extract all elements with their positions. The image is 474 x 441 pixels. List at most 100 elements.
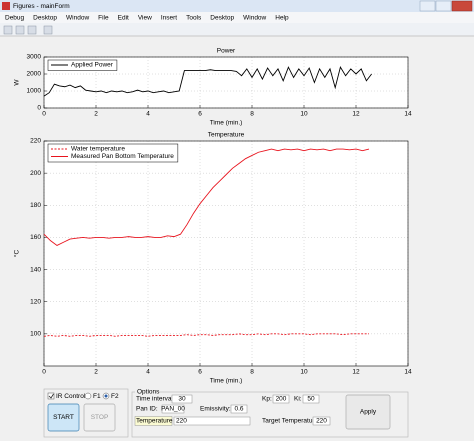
toolbar-icon[interactable] [43, 25, 53, 35]
y-tick-label: 140 [30, 266, 41, 273]
y-tick-label: 200 [30, 170, 41, 177]
field-label: Time interval: [136, 396, 175, 403]
y-tick-label: 1000 [27, 88, 42, 95]
maximize-button[interactable] [435, 0, 452, 12]
radio[interactable] [84, 392, 92, 400]
toolbar [0, 23, 474, 36]
field-input[interactable] [173, 416, 251, 426]
x-tick-label: 12 [352, 369, 360, 376]
minimize-button[interactable] [419, 0, 436, 12]
control-frame [43, 388, 129, 438]
menu-item[interactable]: View [138, 15, 152, 22]
field-value: 220 [176, 418, 187, 425]
start-label: START [53, 414, 74, 421]
x-tick-label: 2 [94, 111, 98, 118]
menu-bar [0, 12, 474, 23]
y-axis-label: °C [13, 250, 21, 258]
close-button[interactable] [451, 0, 473, 12]
legend-box [47, 59, 118, 71]
axes-frame [43, 56, 409, 109]
toolbar-icon[interactable] [27, 25, 37, 35]
toolbar-icon[interactable] [15, 25, 25, 35]
menu-item[interactable]: Window [243, 15, 266, 22]
start-button[interactable] [47, 403, 80, 432]
y-tick-label: 160 [30, 234, 41, 241]
x-tick-label: 6 [198, 369, 202, 376]
x-tick-label: 0 [42, 111, 46, 118]
stop-label: STOP [91, 414, 109, 421]
x-tick-label: 4 [146, 369, 150, 376]
field-input[interactable] [312, 416, 331, 426]
field-value: 220 [316, 418, 327, 425]
apply-button[interactable] [345, 394, 391, 430]
legend-label: Measured Pan Bottom Temperature [71, 153, 174, 160]
field-label: Pan ID: [136, 406, 158, 413]
x-tick-label: 14 [404, 111, 412, 118]
app-icon [2, 2, 10, 10]
checkmark [48, 393, 54, 399]
y-tick-label: 220 [30, 138, 41, 145]
y-axis-label: W [14, 79, 21, 86]
chart-title: Temperature [208, 132, 245, 139]
menu-item[interactable]: Edit [118, 15, 129, 22]
chart-title: Power [217, 48, 236, 55]
ir-label: IR Control [56, 393, 86, 400]
stop-button[interactable] [83, 403, 116, 432]
menu-item[interactable]: Desktop [33, 15, 57, 22]
menu-item[interactable]: Tools [186, 15, 202, 22]
field-input[interactable] [161, 404, 185, 414]
x-tick-label: 14 [404, 369, 412, 376]
field-label: Target Temperature: [262, 418, 320, 425]
field-input[interactable] [230, 404, 248, 414]
field-value: 0.6 [234, 406, 243, 413]
field-input[interactable] [272, 394, 290, 404]
x-axis-label: Time (min.) [210, 120, 243, 127]
field-input[interactable] [171, 394, 193, 404]
y-tick-label: 0 [37, 105, 41, 112]
x-tick-label: 10 [300, 369, 308, 376]
field-input[interactable] [302, 394, 320, 404]
window-title: Figures - mainForm [13, 3, 70, 10]
x-tick-label: 10 [300, 111, 308, 118]
legend-box [47, 143, 179, 163]
field-value: PAN_00 [161, 406, 185, 413]
y-tick-label: 180 [30, 202, 41, 209]
menu-item[interactable]: Debug [5, 15, 25, 22]
x-tick-label: 4 [146, 111, 150, 118]
plot-area [44, 141, 408, 366]
axes-frame [43, 140, 409, 367]
field-value: 200 [276, 396, 287, 403]
options-frame [131, 391, 409, 438]
menu-item[interactable]: Desktop [210, 15, 234, 22]
x-axis-label: Time (min.) [210, 378, 243, 385]
menu-item[interactable]: Help [275, 15, 289, 22]
y-tick-label: 100 [30, 331, 41, 338]
series-line [43, 148, 370, 246]
options-title: Options [137, 389, 160, 396]
field-value: 30 [178, 396, 186, 403]
x-tick-label: 12 [352, 111, 360, 118]
ir-checkbox[interactable] [47, 392, 55, 400]
radio-label: F2 [111, 393, 119, 400]
toolbar-icon[interactable] [3, 25, 13, 35]
x-tick-label: 2 [94, 369, 98, 376]
title-bar [0, 0, 474, 12]
y-tick-label: 2000 [27, 71, 42, 78]
x-tick-label: 6 [198, 111, 202, 118]
x-tick-label: 0 [42, 369, 46, 376]
options-title-bg [135, 388, 159, 395]
legend-label: Water temperature [71, 146, 125, 153]
series-line [43, 66, 372, 97]
menu-item[interactable]: File [98, 15, 109, 22]
y-tick-label: 3000 [27, 54, 42, 61]
menu-item[interactable]: Insert [161, 15, 177, 22]
menu-item[interactable]: Window [66, 15, 89, 22]
field-label-box [134, 416, 173, 426]
apply-label: Apply [360, 409, 377, 416]
y-tick-label: 120 [30, 298, 41, 305]
field-label: Emissivity: [200, 406, 231, 413]
field-label: Temperature list: [136, 418, 184, 425]
field-label: Kp: [262, 396, 272, 403]
